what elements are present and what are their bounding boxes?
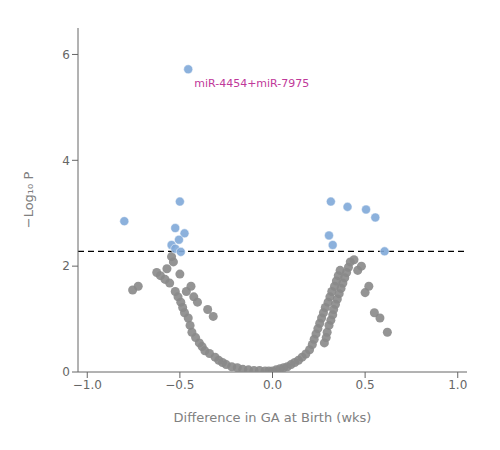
svg-text:6: 6: [62, 48, 70, 62]
svg-text:Difference in GA at Birth (wks: Difference in GA at Birth (wks): [174, 410, 372, 425]
svg-text:0.0: 0.0: [263, 378, 282, 392]
svg-text:−0.5: −0.5: [165, 378, 194, 392]
svg-text:4: 4: [62, 154, 70, 168]
svg-text:0.5: 0.5: [356, 378, 375, 392]
svg-text:0: 0: [62, 365, 70, 379]
svg-text:miR-4454+miR-7975: miR-4454+miR-7975: [194, 77, 309, 90]
svg-text:1.0: 1.0: [448, 378, 467, 392]
svg-text:2: 2: [62, 259, 70, 273]
svg-text:−1.0: −1.0: [73, 378, 102, 392]
svg-text:−Log₁₀ P: −Log₁₀ P: [21, 172, 36, 229]
